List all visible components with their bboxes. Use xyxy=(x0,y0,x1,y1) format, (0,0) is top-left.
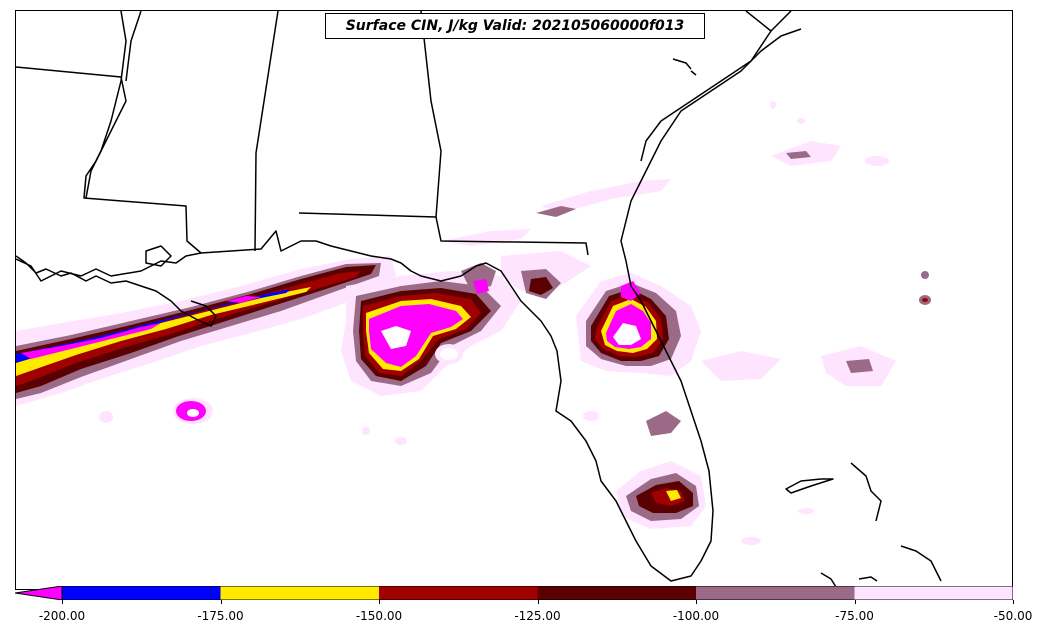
colorbar-outline xyxy=(61,586,1013,600)
colorbar-bin-2 xyxy=(379,586,538,600)
cin-field-central-gulf xyxy=(341,251,591,396)
colorbar-tick-mark xyxy=(537,600,539,604)
colorbar-tick-mark xyxy=(1013,600,1014,604)
colorbar-tick-label: -175.00 xyxy=(197,609,244,623)
map-panel xyxy=(15,10,1013,590)
colorbar-bin-0 xyxy=(62,586,221,600)
colorbar-tick-mark xyxy=(62,600,63,604)
colorbar-bin-5 xyxy=(854,586,1013,600)
colorbar-tick-mark xyxy=(220,600,222,604)
colorbar-bin-1 xyxy=(220,586,379,600)
map-boundaries xyxy=(16,11,942,588)
colorbar-bin-4 xyxy=(696,586,855,600)
colorbar-tick-mark xyxy=(854,600,856,604)
cin-field-central-florida xyxy=(576,273,701,376)
cin-field-cell-southwest xyxy=(99,398,213,424)
colorbar-extension-outline xyxy=(15,586,63,600)
map-title: Surface CIN, J/kg Valid: 202105060000f01… xyxy=(325,13,705,39)
colorbar-tick-label: -150.00 xyxy=(355,609,403,623)
colorbar-tick-label: -100.00 xyxy=(672,609,720,623)
colorbar-tick-label: -200.00 xyxy=(38,609,86,623)
map-canvas xyxy=(16,11,942,588)
colorbar-under-extension xyxy=(15,586,62,600)
cin-field-south-florida xyxy=(616,411,706,529)
colorbar-tick-label: -50.00 xyxy=(993,609,1033,623)
colorbar-tick-label: -75.00 xyxy=(835,609,874,623)
colorbar-tick-mark xyxy=(696,600,697,604)
cin-field-gulf-band xyxy=(16,256,396,406)
colorbar xyxy=(15,586,1013,600)
colorbar-tick-label: -125.00 xyxy=(514,609,561,623)
colorbar-bin-3 xyxy=(537,586,696,600)
colorbar-tick-mark xyxy=(379,600,380,604)
